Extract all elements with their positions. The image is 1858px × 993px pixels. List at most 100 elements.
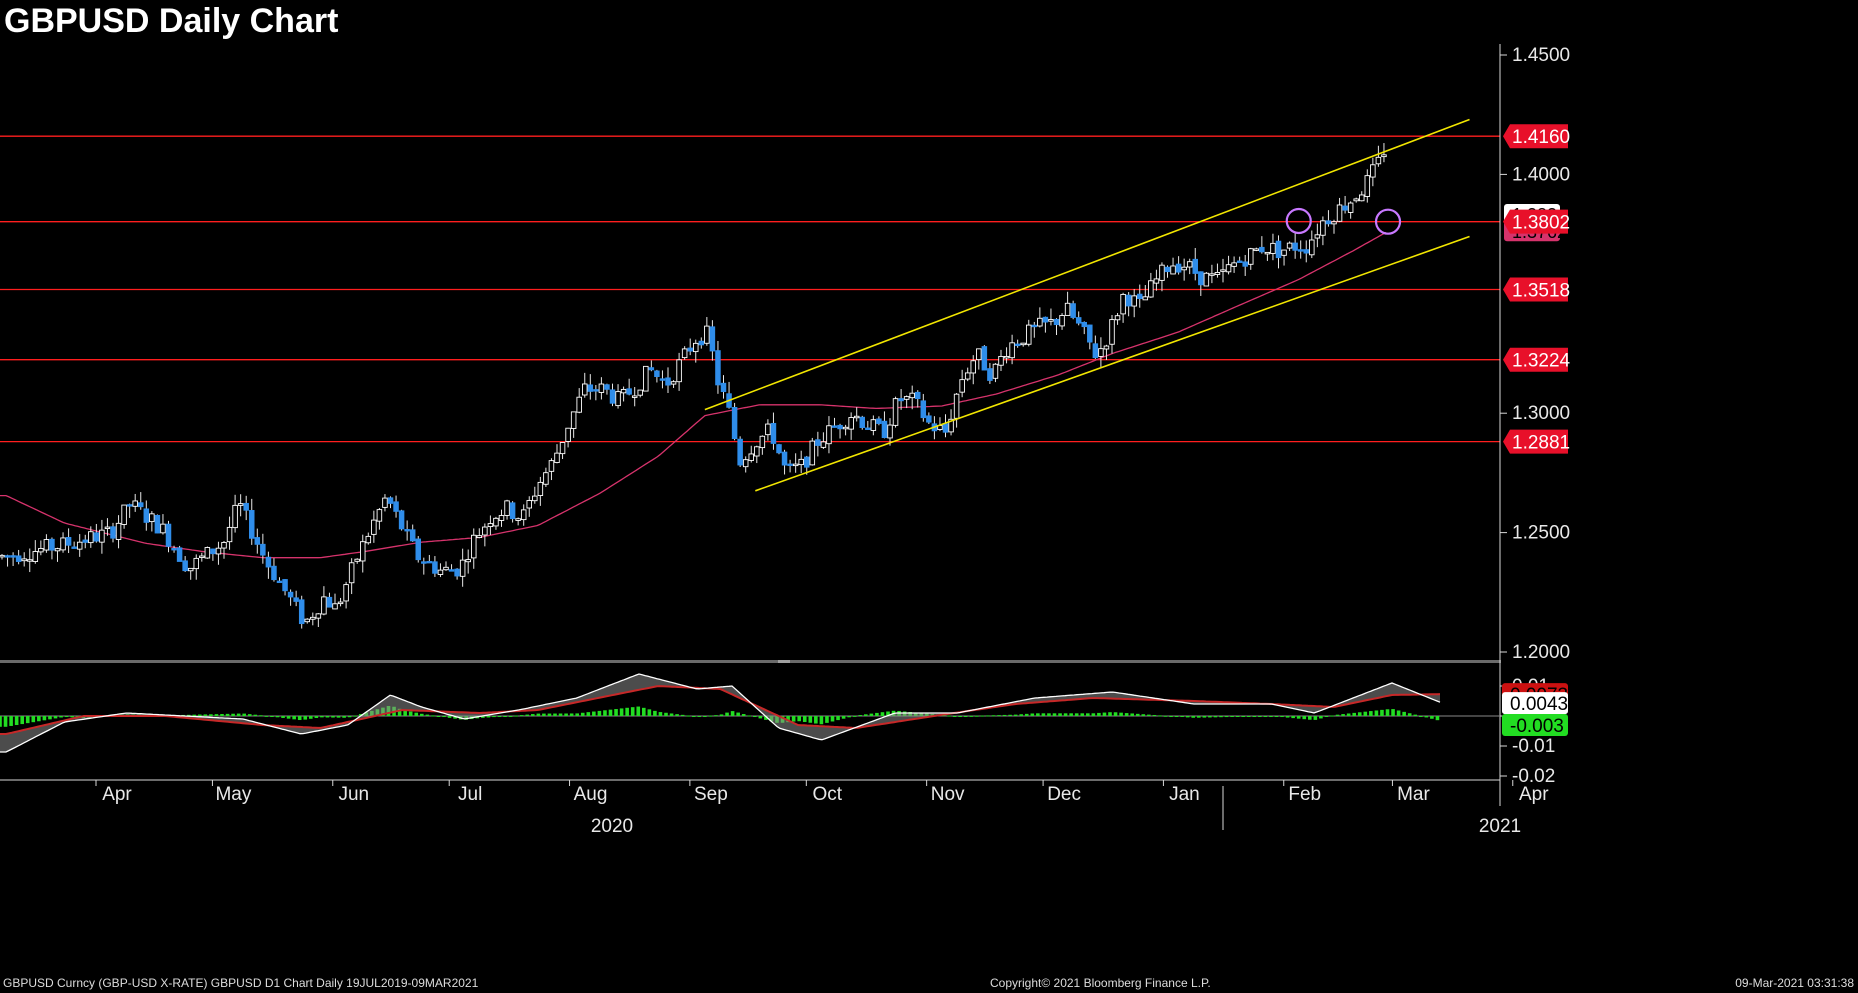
macd-histogram-bar [1108, 712, 1112, 716]
candle [1314, 223, 1321, 248]
candle-body-up [704, 325, 710, 344]
candle-body-down [920, 400, 927, 419]
footer-timestamp: 09-Mar-2021 03:31:38 [1735, 976, 1854, 990]
macd-histogram-bar [1319, 716, 1323, 719]
candle [348, 558, 355, 595]
candle-body-up [21, 558, 27, 562]
candle-body-up [1347, 202, 1354, 213]
candle-body-up [1103, 345, 1110, 350]
candle-body-up [232, 504, 238, 529]
candle [143, 500, 150, 531]
candle-body-up [1381, 154, 1387, 158]
candle-body-up [870, 419, 877, 431]
macd-histogram-bar [1063, 713, 1068, 716]
y-tick-label: 1.4000 [1512, 164, 1570, 185]
candle [948, 409, 954, 436]
macd-histogram-bar [1235, 716, 1240, 717]
x-tick-label: Apr [1519, 784, 1549, 805]
macd-y-tick-label: -0.01 [1512, 736, 1555, 757]
macd-histogram-bar [1069, 713, 1073, 716]
macd-histogram-bar [947, 715, 951, 717]
macd-histogram-bar [347, 716, 352, 718]
candle [276, 577, 283, 584]
candle [1309, 230, 1315, 259]
macd-histogram-bar [653, 710, 657, 716]
candle [859, 415, 866, 430]
candle-body-down [926, 415, 932, 423]
macd-histogram-bar [725, 712, 729, 716]
macd-histogram-bar [453, 716, 457, 719]
candle [43, 534, 50, 553]
y-tick-label: 1.3000 [1512, 403, 1570, 424]
macd-histogram-bar [3, 716, 8, 727]
macd-histogram-bar [697, 716, 702, 717]
candle-body-up [526, 500, 533, 509]
macd-histogram-bar [1041, 713, 1046, 716]
candle-body-up [1247, 248, 1254, 265]
candle-body-down [1297, 249, 1304, 252]
key-level-tag [1503, 209, 1568, 234]
candle [54, 547, 61, 562]
candle [504, 499, 510, 520]
candle [115, 515, 122, 549]
macd-histogram-bar [1174, 716, 1179, 717]
macd-histogram-bar [242, 713, 246, 716]
candle [1159, 262, 1165, 292]
macd-histogram-bar [703, 716, 707, 717]
macd-histogram-bar [1341, 714, 1345, 716]
candle-body-down [210, 548, 216, 555]
macd-histogram-bar [403, 710, 407, 716]
candle [1186, 258, 1193, 275]
candle [1347, 201, 1354, 219]
candle [1203, 271, 1210, 287]
candle [770, 412, 777, 450]
macd-histogram-bar [525, 714, 530, 716]
macd-histogram-bar [1374, 710, 1379, 716]
candle-body-up [1209, 273, 1215, 276]
candle [831, 417, 838, 428]
candle-body-up [559, 442, 566, 455]
macd-histogram-bar [1274, 716, 1279, 717]
macd-histogram-bar [1013, 714, 1018, 716]
candle [149, 511, 155, 532]
candle [748, 445, 755, 463]
candle-body-up [809, 440, 816, 466]
candle [298, 595, 305, 629]
macd-histogram-bar [814, 716, 818, 724]
candle-body-up [964, 372, 971, 380]
candle-body-down [626, 388, 632, 395]
candle [842, 424, 849, 436]
candle [1270, 233, 1276, 261]
candle-body-up [38, 548, 44, 553]
candle [326, 592, 333, 608]
macd-histogram-bar [580, 712, 585, 716]
y-tick-label: 1.4500 [1512, 45, 1570, 66]
macd-histogram-bar [1097, 712, 1101, 716]
macd-histogram-bar [303, 716, 308, 720]
macd-histogram-bar [597, 710, 602, 716]
candle [909, 385, 915, 410]
candle [942, 414, 949, 438]
candle-body-down [859, 416, 866, 428]
macd-histogram-bar [880, 712, 885, 716]
macd-histogram-bar [691, 716, 696, 717]
candle-body-up [1331, 221, 1337, 225]
candle [271, 558, 277, 582]
macd-histogram-bar [741, 714, 746, 716]
macd-histogram-bar [963, 716, 968, 717]
macd-histogram-bar [1269, 716, 1273, 717]
candle-body-up [1220, 269, 1226, 272]
candle-body-down [1031, 324, 1038, 328]
macd-histogram-bar [747, 715, 752, 717]
macd-histogram-bar [37, 716, 41, 722]
candle-body-up [371, 519, 377, 535]
candle-body-up [310, 616, 316, 620]
candle [1198, 271, 1204, 296]
macd-histogram-bar [1241, 716, 1245, 717]
candle [543, 467, 549, 487]
candle-body-down [110, 526, 116, 539]
candle-body-down [1070, 303, 1076, 318]
candle-body-up [337, 601, 344, 605]
candle [654, 369, 660, 383]
macd-histogram-bar [292, 716, 296, 720]
